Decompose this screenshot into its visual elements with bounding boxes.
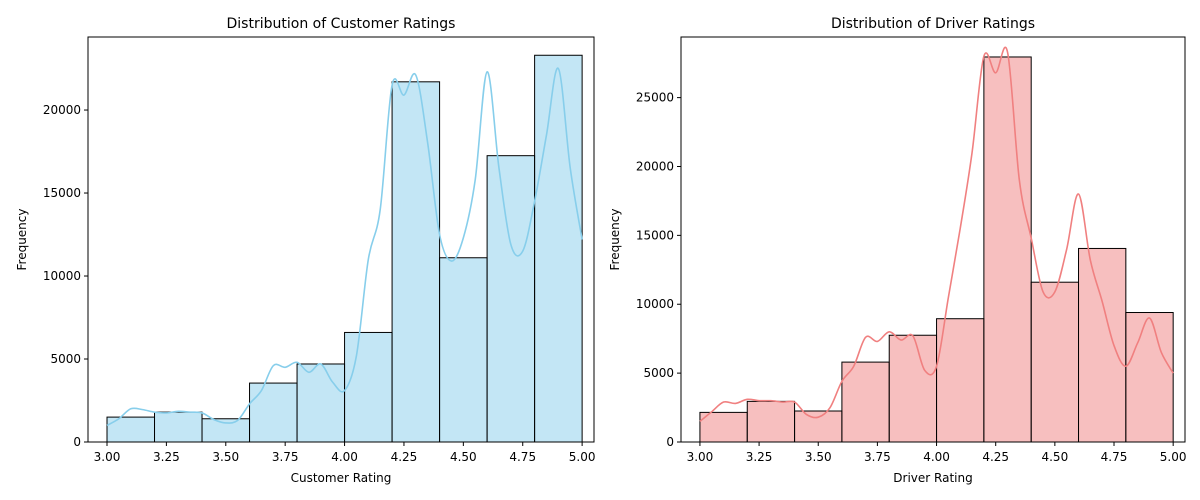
histogram-bar	[1030, 281, 1080, 443]
y-axis-label: Frequency	[608, 209, 622, 271]
histogram-bar	[439, 257, 488, 443]
y-tick-label: 25000	[636, 91, 674, 105]
histogram-bar	[486, 155, 536, 443]
histogram-bar	[534, 54, 583, 443]
x-axis-label: Customer Rating	[291, 471, 392, 485]
y-tick-label: 0	[73, 435, 81, 449]
y-tick-label: 20000	[43, 103, 81, 117]
x-tick-label: 3.75	[272, 450, 299, 464]
histogram-bar	[841, 361, 890, 443]
y-tick-label: 0	[666, 435, 674, 449]
y-tick-label: 5000	[643, 366, 674, 380]
histogram-bar	[746, 400, 796, 443]
x-axis-label: Driver Rating	[893, 471, 972, 485]
histogram-bar	[249, 382, 298, 443]
y-tick-label: 10000	[43, 269, 81, 283]
y-tick-label: 20000	[636, 159, 674, 173]
histogram-bar	[1125, 312, 1174, 443]
histogram-bar	[344, 331, 393, 443]
y-tick-label: 15000	[43, 186, 81, 200]
plot-frame	[87, 36, 595, 443]
histogram-bar	[391, 81, 441, 443]
histogram-bar	[1078, 247, 1127, 443]
kde-line	[106, 67, 583, 427]
customer-ratings-chart: 3.00 3.25 3.50 3.75 4.00 4.25 4.50 4.75 5.00 0 500…	[15, 16, 595, 485]
chart-title: Distribution of Driver Ratings	[831, 16, 1035, 32]
x-tick-label: 3.25	[153, 450, 180, 464]
x-tick-label: 3.50	[212, 450, 239, 464]
histogram-bar	[154, 411, 203, 443]
histogram-bar	[936, 318, 985, 443]
x-tick-label: 4.50	[450, 450, 477, 464]
x-tick-label: 5.00	[569, 450, 596, 464]
histogram-bar	[983, 56, 1032, 443]
y-axis-label: Frequency	[15, 209, 29, 271]
x-tick-label: 4.25	[391, 450, 418, 464]
x-tick-label: 4.25	[982, 450, 1009, 464]
x-tick-label: 3.25	[746, 450, 773, 464]
x-tick-label: 3.50	[805, 450, 832, 464]
chart-title: Distribution of Customer Ratings	[227, 16, 456, 32]
histogram-bar	[296, 363, 346, 443]
x-tick-label: 4.75	[1101, 450, 1128, 464]
x-tick-label: 4.00	[331, 450, 358, 464]
kde-line	[699, 46, 1174, 422]
x-tick-label: 4.50	[1041, 450, 1068, 464]
driver-ratings-chart: 3.00 3.25 3.50 3.75 4.00 4.25 4.50 4.75 5.00 0 500…	[608, 16, 1187, 485]
x-tick-label: 4.00	[923, 450, 950, 464]
y-tick-label: 10000	[636, 297, 674, 311]
x-tick-label: 3.00	[687, 450, 714, 464]
y-tick-label: 5000	[50, 352, 81, 366]
plot-frame	[680, 36, 1186, 443]
histogram-bar	[699, 411, 748, 443]
x-tick-label: 4.75	[509, 450, 536, 464]
y-tick-label: 15000	[636, 228, 674, 242]
x-tick-label: 5.00	[1160, 450, 1187, 464]
histogram-bar	[794, 410, 843, 443]
x-tick-label: 3.75	[864, 450, 891, 464]
x-tick-label: 3.00	[94, 450, 121, 464]
histogram-bar	[888, 334, 938, 443]
